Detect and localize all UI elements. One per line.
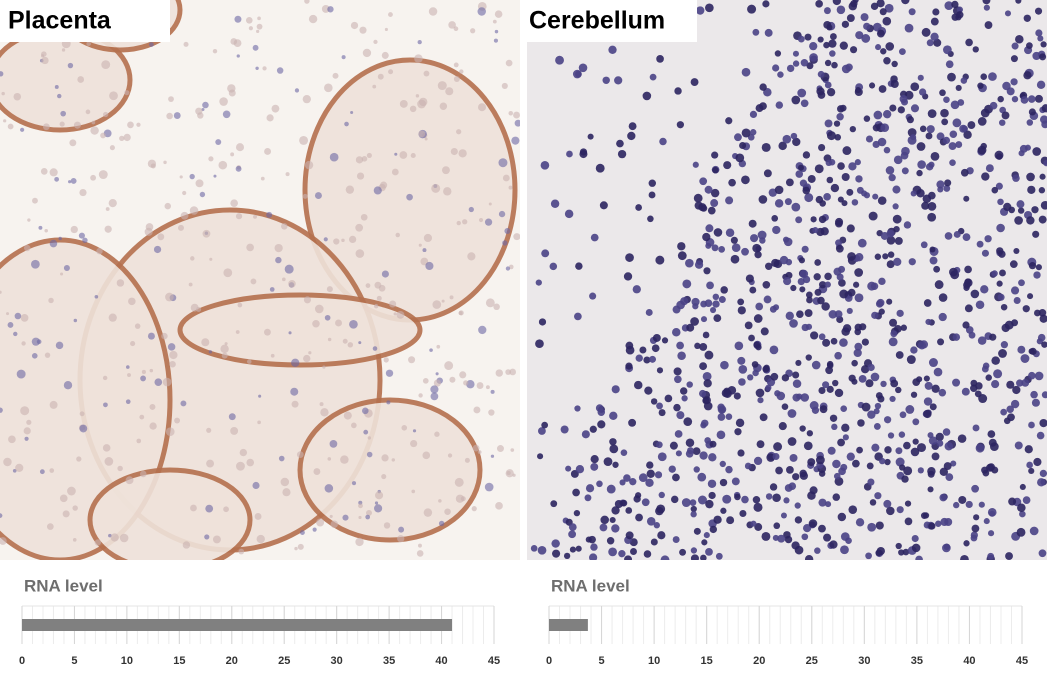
x-tick-label: 40 [435,655,447,667]
placenta-image [0,0,520,560]
chart-title: RNA level [24,576,103,595]
panel-title: Cerebellum [529,7,665,35]
bar [549,619,588,631]
x-tick-label: 30 [858,655,870,667]
chart-title: RNA level [551,576,630,595]
x-tick-label: 0 [19,655,25,667]
x-tick-label: 45 [488,655,500,667]
x-tick-label: 45 [1016,655,1028,667]
x-tick-label: 10 [648,655,660,667]
x-tick-label: 15 [701,655,713,667]
cerebellum-image [527,0,1047,560]
x-tick-label: 15 [173,655,185,667]
panel-title: Placenta [8,7,112,35]
x-tick-label: 35 [383,655,395,667]
title-box [0,0,170,42]
title-box [521,0,697,42]
x-tick-label: 20 [753,655,765,667]
x-tick-label: 25 [806,655,818,667]
x-tick-label: 10 [121,655,133,667]
x-tick-label: 5 [598,655,604,667]
x-tick-label: 35 [911,655,923,667]
x-tick-label: 40 [963,655,975,667]
x-tick-label: 30 [331,655,343,667]
x-tick-label: 25 [278,655,290,667]
x-tick-label: 20 [226,655,238,667]
x-tick-label: 0 [546,655,552,667]
x-tick-label: 5 [71,655,77,667]
bar [22,619,453,631]
